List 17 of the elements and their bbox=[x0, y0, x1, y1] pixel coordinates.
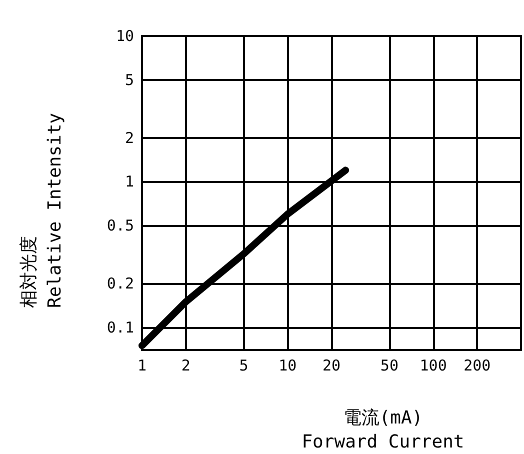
y-tick-label: 0.2 bbox=[106, 274, 134, 293]
x-axis-title: 電流(mA) Forward Current bbox=[302, 408, 464, 452]
x-tick-label: 1 bbox=[137, 356, 147, 374]
y-tick-label: 0.5 bbox=[106, 216, 134, 235]
y-tick-label: 5 bbox=[124, 70, 134, 89]
y-tick-label: 1 bbox=[124, 172, 134, 191]
x-tick-label: 5 bbox=[239, 356, 248, 374]
x-tick-label: 200 bbox=[464, 356, 491, 374]
x-tick-label: 50 bbox=[380, 356, 398, 374]
y-tick-label: 10 bbox=[116, 27, 134, 45]
y-axis-title: 相対光度 Relative Intensity bbox=[18, 112, 66, 308]
x-tick-label: 100 bbox=[420, 356, 447, 374]
x-tick-label: 10 bbox=[278, 356, 297, 374]
y-tick-label: 2 bbox=[124, 128, 134, 147]
y-tick-label: 0.1 bbox=[106, 318, 134, 336]
x-tick-label: 2 bbox=[181, 356, 190, 374]
x-tick-label: 20 bbox=[322, 356, 341, 374]
